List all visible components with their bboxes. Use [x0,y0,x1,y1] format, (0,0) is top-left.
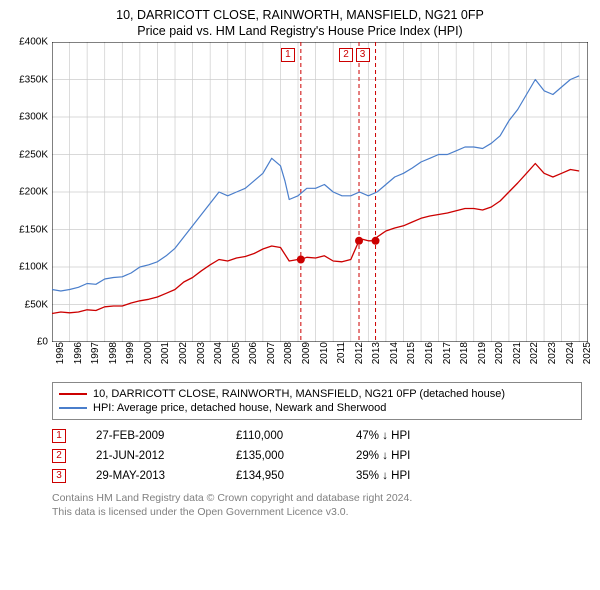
y-axis: £0£50K£100K£150K£200K£250K£300K£350K£400… [10,42,50,342]
x-tick-label: 2001 [160,342,171,364]
sale-date: 29-MAY-2013 [96,470,236,482]
x-tick-label: 2015 [406,342,417,364]
sale-point [355,237,363,245]
x-tick-label: 2025 [582,342,593,364]
legend-label: HPI: Average price, detached house, Newa… [93,402,386,414]
y-tick-label: £400K [19,37,48,48]
sale-marker-label: 3 [356,48,370,62]
y-tick-label: £100K [19,262,48,273]
sale-delta: 29% ↓ HPI [356,450,496,462]
x-tick-label: 2006 [248,342,259,364]
sale-number-box: 1 [52,429,66,443]
x-tick-label: 2019 [477,342,488,364]
x-tick-label: 1997 [90,342,101,364]
x-tick-label: 2016 [424,342,435,364]
x-tick-label: 2013 [371,342,382,364]
x-tick-label: 2020 [494,342,505,364]
chart-subtitle: Price paid vs. HM Land Registry's House … [10,24,590,38]
y-tick-label: £200K [19,187,48,198]
x-tick-label: 2010 [319,342,330,364]
x-tick-label: 2017 [442,342,453,364]
x-tick-label: 2021 [512,342,523,364]
y-tick-label: £300K [19,112,48,123]
x-tick-label: 2000 [143,342,154,364]
table-row: 2 21-JUN-2012£135,00029% ↓ HPI [52,446,582,466]
x-tick-label: 2003 [196,342,207,364]
x-tick-label: 2007 [266,342,277,364]
x-tick-label: 1996 [73,342,84,364]
legend-item: HPI: Average price, detached house, Newa… [59,401,575,415]
x-tick-label: 2004 [213,342,224,364]
sale-price: £135,000 [236,450,356,462]
attribution-line: Contains HM Land Registry data © Crown c… [52,492,590,506]
sale-number-box: 3 [52,469,66,483]
legend-item: 10, DARRICOTT CLOSE, RAINWORTH, MANSFIEL… [59,387,575,401]
x-tick-label: 2005 [231,342,242,364]
sale-number-box: 2 [52,449,66,463]
x-tick-label: 2014 [389,342,400,364]
sales-table: 1 27-FEB-2009£110,00047% ↓ HPI 2 21-JUN-201… [52,426,582,486]
sale-point [297,256,305,264]
titles: 10, DARRICOTT CLOSE, RAINWORTH, MANSFIEL… [10,8,590,38]
sale-delta: 35% ↓ HPI [356,470,496,482]
sale-date: 21-JUN-2012 [96,450,236,462]
x-tick-label: 1995 [55,342,66,364]
x-tick-label: 2023 [547,342,558,364]
x-tick-label: 2002 [178,342,189,364]
sale-marker-label: 1 [281,48,295,62]
x-tick-label: 1998 [108,342,119,364]
x-axis: 1995 1996 1997 1998 1999 2000 2001 2002 2003 2004… [52,342,588,376]
sale-date: 27-FEB-2009 [96,430,236,442]
y-tick-label: £250K [19,149,48,160]
sale-delta: 47% ↓ HPI [356,430,496,442]
legend-swatch [59,407,87,409]
x-tick-label: 2012 [354,342,365,364]
attribution-line: This data is licensed under the Open Gov… [52,506,590,520]
x-tick-label: 2009 [301,342,312,364]
x-tick-label: 2008 [283,342,294,364]
sale-price: £134,950 [236,470,356,482]
sale-marker-label: 2 [339,48,353,62]
sale-price: £110,000 [236,430,356,442]
x-tick-label: 1999 [125,342,136,364]
sale-point [372,237,380,245]
chart-area: £0£50K£100K£150K£200K£250K£300K£350K£400… [10,42,590,376]
table-row: 3 29-MAY-2013£134,95035% ↓ HPI [52,466,582,486]
chart-title: 10, DARRICOTT CLOSE, RAINWORTH, MANSFIEL… [10,8,590,22]
y-tick-label: £50K [25,299,48,310]
x-tick-label: 2011 [336,342,347,364]
legend-label: 10, DARRICOTT CLOSE, RAINWORTH, MANSFIEL… [93,388,505,400]
x-tick-label: 2024 [565,342,576,364]
y-tick-label: £350K [19,74,48,85]
legend: 10, DARRICOTT CLOSE, RAINWORTH, MANSFIEL… [52,382,582,420]
legend-swatch [59,393,87,395]
attribution: Contains HM Land Registry data © Crown c… [52,492,590,519]
y-tick-label: £150K [19,224,48,235]
chart-container: 10, DARRICOTT CLOSE, RAINWORTH, MANSFIEL… [0,0,600,590]
table-row: 1 27-FEB-2009£110,00047% ↓ HPI [52,426,582,446]
x-tick-label: 2018 [459,342,470,364]
y-tick-label: £0 [37,337,48,348]
plot-area [52,42,588,342]
x-tick-label: 2022 [529,342,540,364]
